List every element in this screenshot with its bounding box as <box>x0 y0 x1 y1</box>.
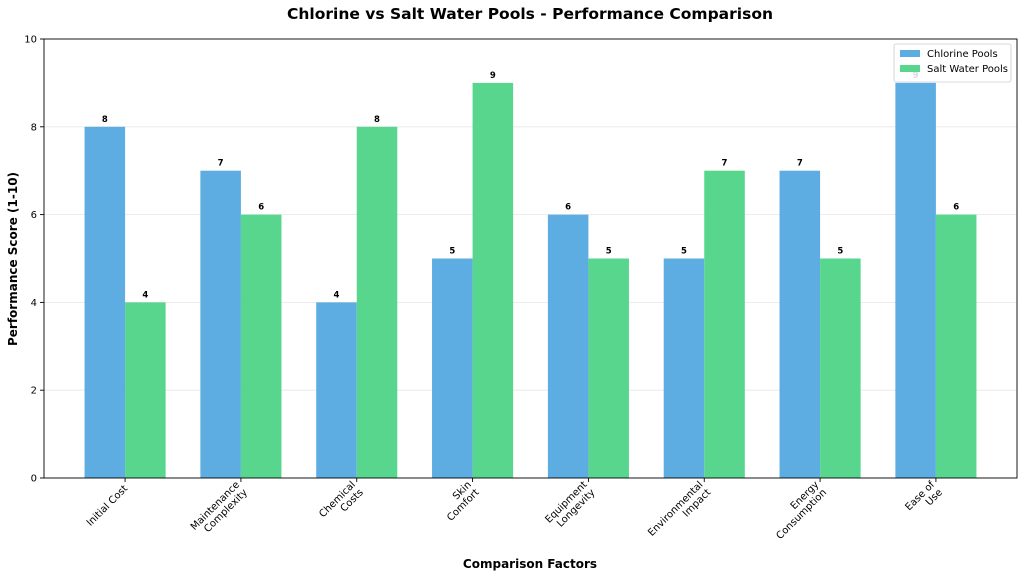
bar-value-label: 6 <box>258 203 264 213</box>
bar <box>779 170 821 478</box>
bar <box>240 214 282 478</box>
bar <box>588 258 629 478</box>
x-tick-label: Ease ofUse <box>903 479 945 521</box>
legend-box <box>893 43 1012 83</box>
bar-value-label: 6 <box>953 203 959 213</box>
bars <box>84 82 977 479</box>
bar <box>356 126 398 479</box>
legend-label: Chlorine Pools <box>927 49 998 60</box>
bar-value-label: 5 <box>606 247 612 257</box>
y-tick-label: 6 <box>31 210 37 221</box>
bar <box>820 258 861 478</box>
bar <box>472 82 514 479</box>
legend-swatch <box>900 50 920 57</box>
legend: Chlorine Pools Salt Water Pools <box>893 43 1012 83</box>
chart-title: Chlorine vs Salt Water Pools - Performan… <box>287 5 773 23</box>
bar-value-label: 6 <box>565 203 571 213</box>
legend-label: Salt Water Pools <box>927 64 1008 75</box>
x-tick-label: EquipmentLongevity <box>543 479 597 533</box>
bar <box>935 214 977 478</box>
y-axis-ticks: 0 2 4 6 8 10 <box>24 35 44 485</box>
legend-swatch <box>900 65 920 72</box>
grid-lines <box>44 38 1017 479</box>
y-tick-label: 2 <box>31 386 37 397</box>
bar <box>84 126 126 479</box>
bar-value-label: 8 <box>102 115 108 125</box>
x-tick-label: EnvironmentalImpact <box>646 479 713 546</box>
bar-value-label: 5 <box>449 247 455 257</box>
bar-value-label: 9 <box>490 71 496 81</box>
x-axis-ticks: Initial Cost MaintenanceComplexity Chemica… <box>85 478 945 546</box>
bar-value-label: 5 <box>837 247 843 257</box>
bar-value-label: 7 <box>797 159 803 169</box>
bar <box>663 258 705 478</box>
bar <box>547 214 589 478</box>
y-tick-label: 4 <box>31 298 37 309</box>
x-tick-label: Initial Cost <box>85 483 130 528</box>
y-tick-label: 8 <box>31 122 37 133</box>
bar-value-label: 5 <box>681 247 687 257</box>
bar-value-label: 7 <box>722 159 728 169</box>
bar-value-label: 7 <box>218 159 224 169</box>
bar <box>200 170 241 478</box>
bar-value-label: 8 <box>374 115 380 125</box>
x-tick-label: ChemicalCosts <box>317 479 365 527</box>
x-axis-label: Comparison Factors <box>463 557 597 571</box>
bar <box>432 258 473 478</box>
x-tick-label: EnergyConsumption <box>767 479 829 541</box>
y-axis-label: Performance Score (1-10) <box>6 172 20 346</box>
bar-value-label: 4 <box>334 290 340 300</box>
axes-frame <box>43 38 1018 479</box>
y-tick-label: 10 <box>24 35 37 46</box>
x-tick-label: SkinComfort <box>437 479 481 523</box>
bar <box>125 302 166 478</box>
bar-value-label: 4 <box>142 290 148 300</box>
x-tick-label: MaintenanceComplexity <box>189 479 250 540</box>
bar <box>704 170 745 478</box>
bar <box>895 82 936 479</box>
bar <box>316 302 357 478</box>
y-tick-label: 0 <box>31 474 37 485</box>
